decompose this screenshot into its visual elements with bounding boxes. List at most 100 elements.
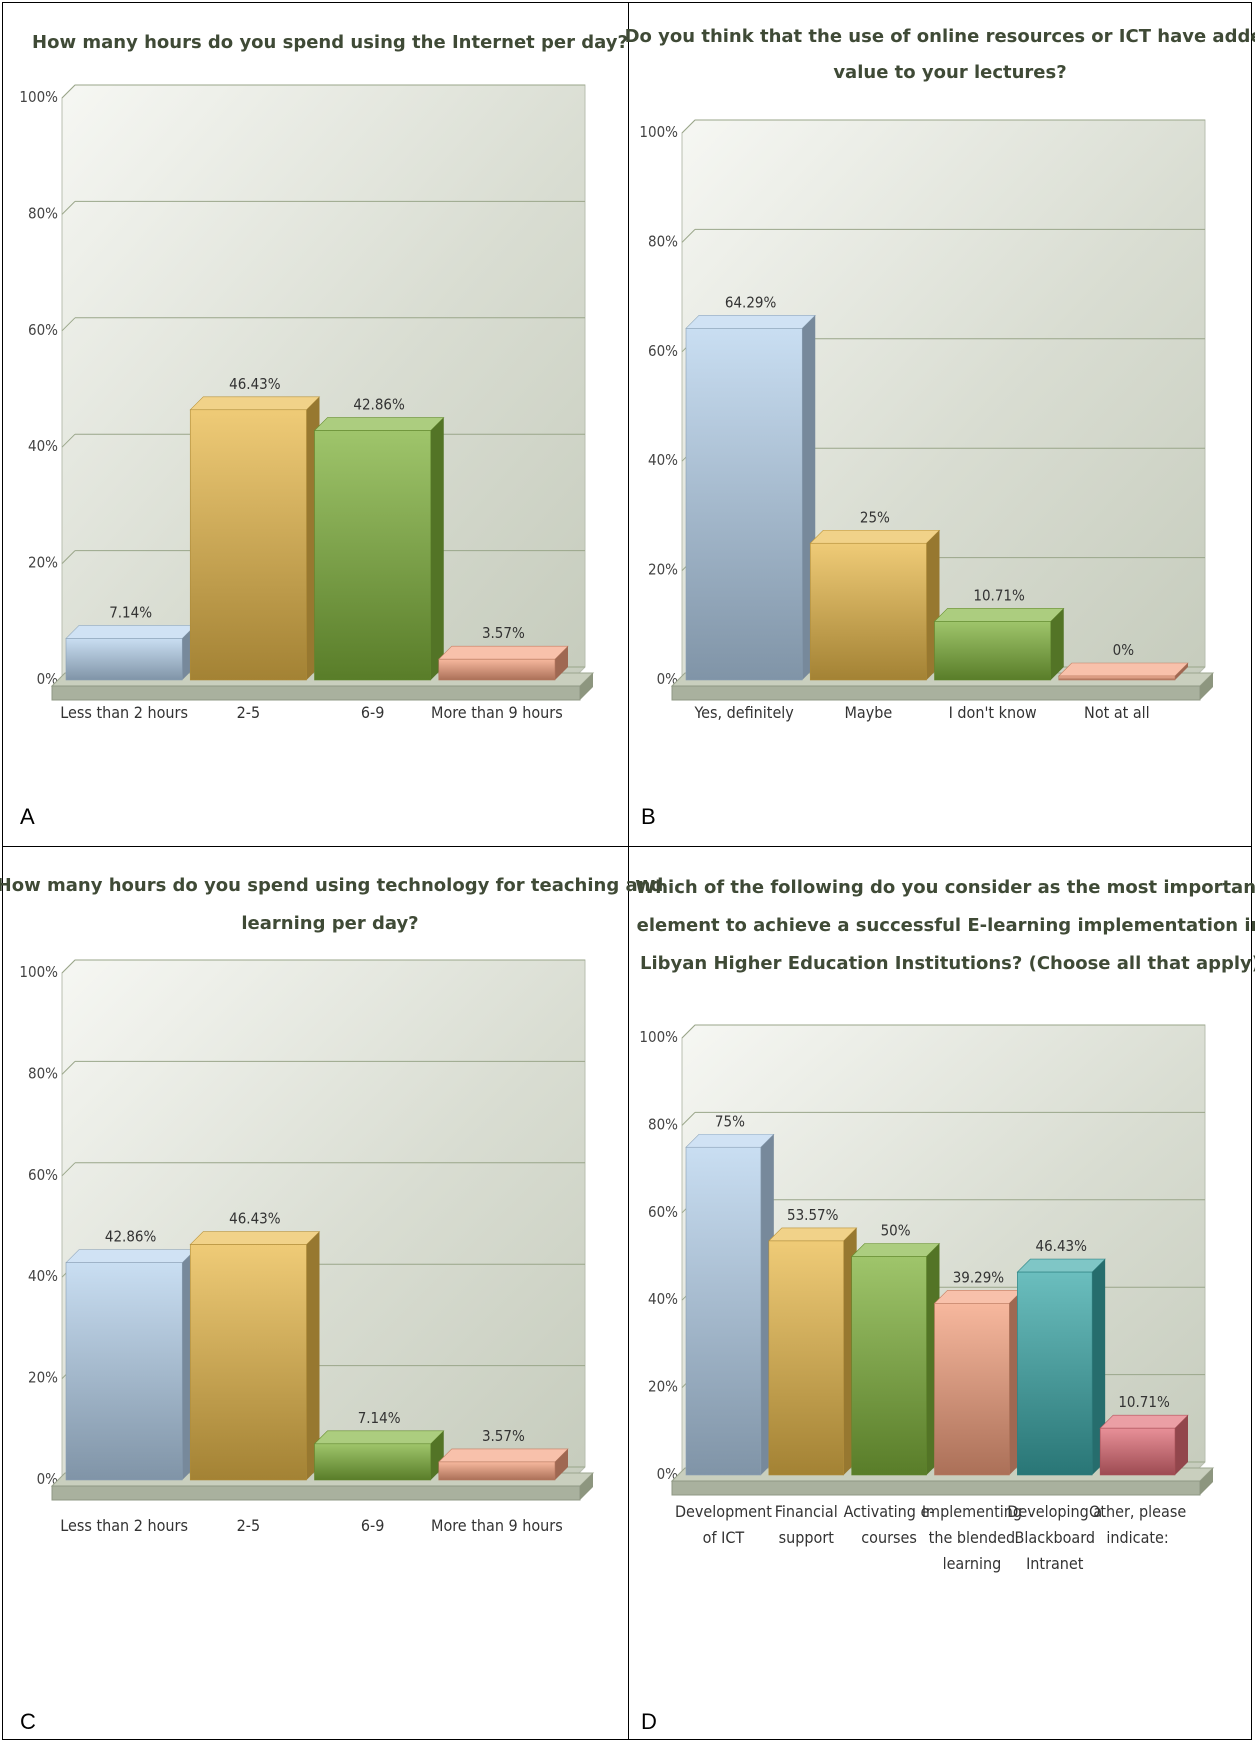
bar-top: [685, 1133, 775, 1148]
floor-side: [1200, 1468, 1213, 1495]
bar-side: [1175, 1415, 1188, 1475]
bar-value-label: 42.86%: [353, 396, 405, 414]
bar-value-label: 42.86%: [105, 1228, 157, 1246]
bar-value-label: 10.71%: [1118, 1393, 1170, 1411]
bar: [685, 315, 816, 681]
floor-front: [51, 1485, 581, 1501]
bar-top: [685, 315, 816, 329]
bar-front: [438, 1461, 556, 1481]
floor-side: [1200, 673, 1213, 700]
y-tick-label: 60%: [648, 1203, 678, 1221]
bar: [933, 1290, 1024, 1476]
x-category-label: Development of ICT: [675, 1502, 772, 1547]
bar-value-label: 7.14%: [109, 603, 152, 621]
bar: [685, 1133, 775, 1476]
bar-side: [306, 1231, 320, 1480]
bar: [768, 1227, 858, 1476]
bar-front: [438, 658, 556, 681]
gridline-depth: [61, 317, 76, 332]
floor-front: [671, 685, 1201, 701]
bar-value-label: 46.43%: [1036, 1237, 1088, 1255]
gridline-depth: [681, 119, 696, 134]
bar-value-label: 10.71%: [973, 586, 1025, 604]
bar: [65, 625, 196, 681]
bar: [189, 396, 321, 681]
bar-top: [313, 1430, 445, 1445]
panel-letter-c: C: [20, 1709, 36, 1734]
bar: [850, 1243, 941, 1476]
y-tick-label: 80%: [648, 232, 678, 250]
chart-svg: How many hours do you spend using the In…: [19, 32, 628, 722]
x-category-label: Less than 2 hours: [60, 703, 188, 722]
y-tick-label: 80%: [28, 1064, 58, 1082]
y-tick-label: 0%: [657, 670, 679, 688]
gridline-depth: [61, 1162, 76, 1177]
bar-top: [933, 608, 1065, 622]
floor-front: [51, 685, 581, 701]
bar: [933, 608, 1065, 681]
bar-top: [438, 1448, 569, 1463]
bar-value-label: 0%: [1113, 641, 1135, 659]
chart-panel-b: Do you think that the use of online reso…: [625, 10, 1255, 770]
chart-svg: Which of the following do you consider a…: [635, 877, 1255, 1573]
x-category-label: 6-9: [361, 1516, 385, 1535]
floor-side: [580, 673, 593, 700]
y-tick-label: 0%: [37, 1470, 59, 1488]
bar: [313, 417, 445, 681]
y-tick-label: 60%: [648, 342, 678, 360]
bar-top: [850, 1243, 941, 1257]
gridline-depth: [61, 1061, 76, 1075]
bar-front: [65, 638, 183, 681]
bar-front: [65, 1262, 183, 1481]
y-tick-label: 60%: [28, 1166, 58, 1184]
y-tick-label: 20%: [28, 1369, 58, 1387]
x-category-label: Less than 2 hours: [60, 1516, 188, 1535]
bar: [65, 1249, 196, 1481]
bar-front: [1099, 1427, 1176, 1476]
chart-panel-d: Which of the following do you consider a…: [635, 865, 1255, 1573]
bar: [1099, 1414, 1189, 1476]
bar-value-label: 64.29%: [725, 293, 777, 311]
x-category-label: I don't know: [949, 703, 1037, 722]
bar: [438, 1448, 569, 1481]
bar-side: [555, 646, 568, 680]
gridline-depth: [61, 433, 76, 448]
bar-front: [1058, 675, 1176, 681]
bar-top: [1058, 662, 1189, 677]
gridline-depth: [61, 84, 76, 99]
bar-value-label: 46.43%: [229, 1210, 281, 1228]
chart-title: How many hours do you spend using techno…: [0, 875, 663, 934]
bar-value-label: 3.57%: [482, 1427, 525, 1445]
x-category-label: Maybe: [844, 703, 892, 722]
bar-value-label: 46.43%: [229, 375, 281, 393]
x-category-label: Yes, definitely: [693, 703, 794, 722]
bar-front: [189, 409, 307, 681]
floor-side: [580, 1473, 593, 1500]
bar-value-label: 53.57%: [787, 1206, 839, 1224]
bar-top: [933, 1290, 1024, 1304]
bar: [438, 645, 569, 681]
y-tick-label: 100%: [19, 88, 58, 106]
chart-title: Do you think that the use of online reso…: [625, 26, 1255, 83]
y-tick-label: 40%: [28, 437, 58, 455]
gridline-depth: [61, 959, 76, 974]
y-tick-label: 40%: [28, 1267, 58, 1285]
bar-top: [1099, 1414, 1189, 1429]
bar-side: [1175, 663, 1188, 680]
gridline-depth: [61, 550, 76, 564]
panel-letter-b: B: [641, 804, 656, 829]
bar-value-label: 3.57%: [482, 624, 525, 642]
bar-value-label: 50%: [881, 1222, 911, 1240]
floor-front: [671, 1480, 1201, 1496]
bar-front: [314, 1443, 432, 1481]
chart-panel-c: How many hours do you spend using techno…: [0, 855, 663, 1555]
bar-value-label: 7.14%: [358, 1409, 401, 1427]
bar-top: [438, 645, 569, 660]
chart-panel-a: How many hours do you spend using the In…: [19, 10, 628, 770]
x-category-label: 2-5: [237, 703, 261, 722]
chart-title: Which of the following do you consider a…: [635, 877, 1255, 974]
bar-front: [1017, 1271, 1093, 1476]
y-tick-label: 40%: [648, 1290, 678, 1308]
bar-front: [685, 328, 803, 681]
